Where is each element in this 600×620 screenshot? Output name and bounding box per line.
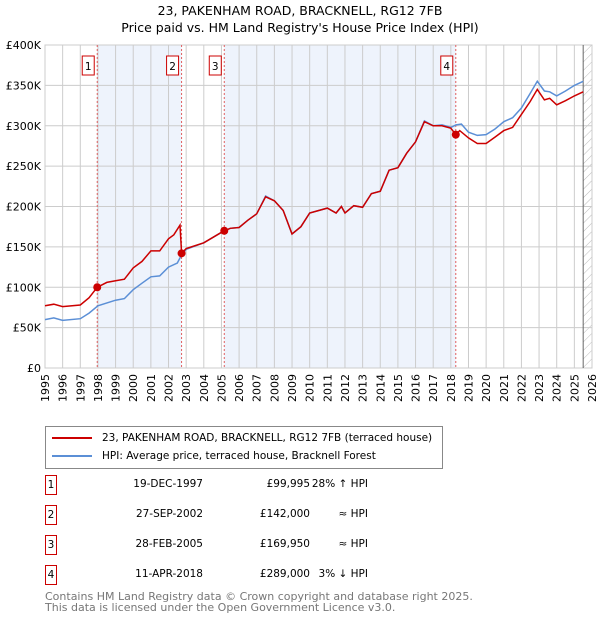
transaction-number: 3 — [45, 535, 57, 555]
x-tick-label: 2007 — [251, 374, 264, 402]
chart-legend: 23, PAKENHAM ROAD, BRACKNELL, RG12 7FB (… — [45, 426, 443, 469]
transaction-hpi-relation: ≈ HPI — [338, 508, 368, 520]
transaction-price: £99,995 — [266, 478, 310, 490]
x-tick-label: 2012 — [339, 374, 352, 402]
transaction-hpi-relation: 3% ↓ HPI — [318, 568, 368, 580]
y-tick-label: £300K — [6, 120, 42, 133]
sale-label-number: 4 — [443, 61, 450, 73]
sale-label-number: 2 — [169, 61, 176, 73]
x-tick-label: 2001 — [145, 374, 158, 402]
sale-label-box — [166, 55, 180, 76]
y-tick-label: £0 — [27, 362, 41, 375]
transaction-row: 2 27-SEP-2002 £142,000 ≈ HPI — [45, 505, 445, 525]
sale-point — [93, 283, 102, 292]
chart-subtitle: Price paid vs. HM Land Registry's House … — [121, 20, 479, 35]
y-tick-label: £200K — [6, 201, 42, 214]
y-tick-label: £50K — [13, 322, 42, 335]
transaction-price: £289,000 — [259, 568, 310, 580]
transaction-date: 19-DEC-1997 — [133, 478, 203, 490]
x-tick-label: 2023 — [533, 374, 546, 402]
transaction-number: 4 — [45, 565, 57, 585]
transaction-date: 27-SEP-2002 — [135, 508, 203, 520]
transaction-row: 1 19-DEC-1997 £99,995 28% ↑ HPI — [45, 475, 445, 495]
x-tick-label: 2020 — [480, 374, 493, 402]
sale-point — [220, 226, 229, 235]
y-tick-label: £400K — [6, 39, 42, 52]
plot-frame — [44, 44, 593, 369]
y-tick-label: £100K — [6, 281, 42, 294]
x-tick-label: 2017 — [427, 374, 440, 402]
x-tick-label: 1995 — [39, 374, 52, 402]
footer-licence: This data is licensed under the Open Gov… — [45, 601, 396, 614]
x-tick-label: 2005 — [215, 374, 228, 402]
x-tick-label: 2016 — [410, 374, 423, 402]
x-tick-label: 2014 — [374, 374, 387, 402]
y-tick-label: £350K — [6, 79, 42, 92]
sale-label-number: 3 — [212, 61, 219, 73]
x-tick-label: 2024 — [551, 374, 564, 402]
hpi-line-swatch — [52, 455, 92, 457]
x-tick-label: 2006 — [233, 374, 246, 402]
transaction-price: £169,950 — [259, 538, 310, 550]
transaction-price: £142,000 — [259, 508, 310, 520]
property-price-line — [44, 87, 584, 308]
x-tick-label: 2000 — [127, 374, 140, 402]
x-tick-label: 2022 — [515, 374, 528, 402]
y-tick-label: £150K — [6, 241, 42, 254]
x-tick-label: 2021 — [498, 374, 511, 402]
x-tick-label: 2004 — [198, 374, 211, 402]
legend-hpi: HPI: Average price, terraced house, Brac… — [102, 450, 376, 462]
property-line-swatch — [52, 437, 92, 439]
sale-point — [177, 249, 186, 258]
transaction-number: 1 — [45, 475, 57, 495]
x-tick-label: 2002 — [163, 374, 176, 402]
transaction-hpi-relation: 28% ↑ HPI — [311, 478, 368, 490]
transaction-date: 28-FEB-2005 — [135, 538, 203, 550]
x-tick-label: 2018 — [445, 374, 458, 402]
x-tick-label: 1998 — [92, 374, 105, 402]
x-tick-label: 2008 — [268, 374, 281, 402]
x-tick-label: 2010 — [304, 374, 317, 402]
sale-point — [451, 130, 460, 139]
y-tick-label: £250K — [6, 160, 42, 173]
transaction-row: 4 11-APR-2018 £289,000 3% ↓ HPI — [45, 565, 445, 585]
transaction-row: 3 28-FEB-2005 £169,950 ≈ HPI — [45, 535, 445, 555]
legend-property: 23, PAKENHAM ROAD, BRACKNELL, RG12 7FB (… — [102, 432, 433, 444]
x-tick-label: 2025 — [568, 374, 581, 402]
sale-label-box — [81, 55, 95, 76]
x-tick-label: 1996 — [57, 374, 70, 402]
x-tick-label: 2019 — [462, 374, 475, 402]
price-chart: 1995 1996 1997 1998 1999 2000 2001 2002 2003 2004… — [6, 39, 599, 402]
sale-label-box — [440, 55, 454, 76]
x-tick-label: 1999 — [110, 374, 123, 402]
x-tick-label: 2015 — [392, 374, 405, 402]
x-tick-label: 1997 — [74, 374, 87, 402]
transaction-date: 11-APR-2018 — [135, 568, 203, 580]
x-tick-label: 2009 — [286, 374, 299, 402]
sale-label-number: 1 — [85, 61, 92, 73]
chart-title: 23, PAKENHAM ROAD, BRACKNELL, RG12 7FB — [157, 3, 443, 18]
sale-label-box — [208, 55, 222, 76]
transaction-number: 2 — [45, 505, 57, 525]
x-tick-label: 2026 — [586, 374, 599, 402]
x-tick-label: 2011 — [321, 374, 334, 402]
x-tick-label: 2013 — [357, 374, 370, 402]
transaction-hpi-relation: ≈ HPI — [338, 538, 368, 550]
footer-copyright: Contains HM Land Registry data © Crown c… — [45, 590, 473, 603]
x-tick-label: 2003 — [180, 374, 193, 402]
